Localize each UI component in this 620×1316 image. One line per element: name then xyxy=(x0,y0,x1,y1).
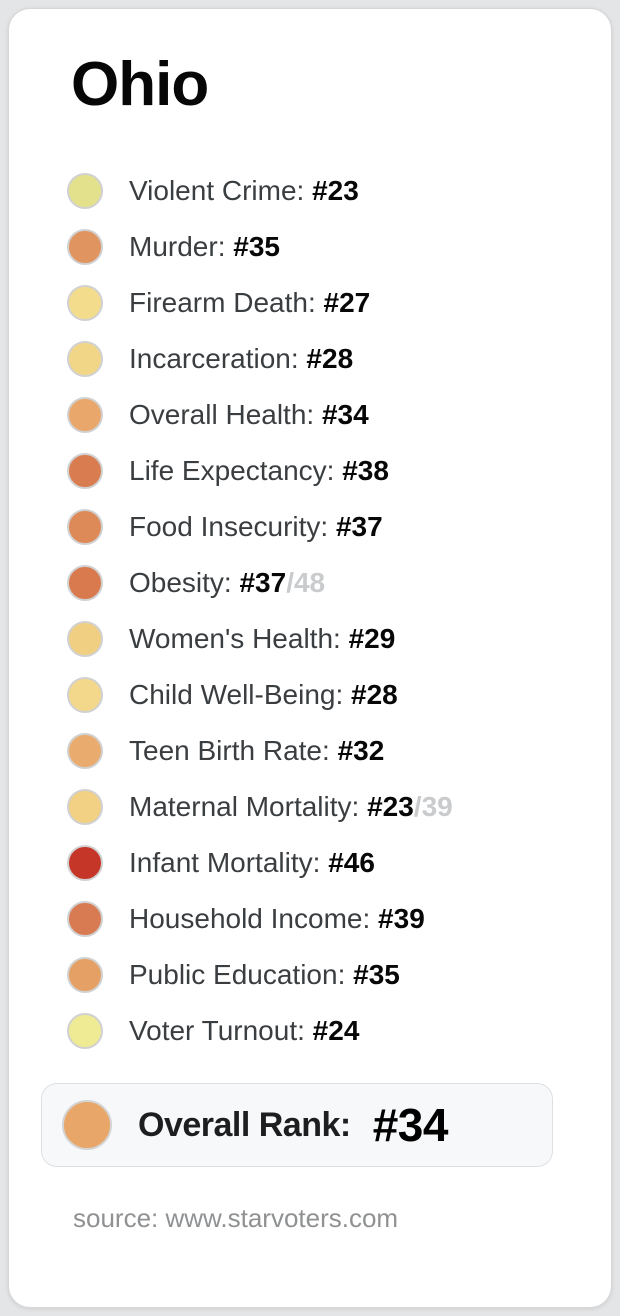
metric-rank: #34 xyxy=(321,399,369,431)
metric-rank: #27 xyxy=(323,287,371,319)
list-item: Household Income: #39 xyxy=(65,891,571,947)
metric-rank: #37 xyxy=(335,511,383,543)
metrics-list: Violent Crime: #23 Murder: #35 Firearm D… xyxy=(65,163,571,1059)
metric-label: Murder: xyxy=(129,231,234,263)
metric-rank-denominator: /48 xyxy=(286,567,326,599)
overall-rank-box: Overall Rank: #34 xyxy=(41,1083,553,1168)
rank-color-dot xyxy=(67,789,103,826)
metric-rank-denominator: /39 xyxy=(413,791,453,823)
rank-color-dot xyxy=(67,901,103,938)
list-item: Incarceration: #28 xyxy=(65,331,571,387)
metric-rank: #23 xyxy=(367,791,414,823)
overall-rank-label: Overall Rank: xyxy=(138,1105,351,1144)
list-item: Teen Birth Rate: #32 xyxy=(65,723,571,779)
metric-label: Women's Health: xyxy=(129,623,349,655)
metric-label: Life Expectancy: xyxy=(129,455,343,487)
metric-rank: #28 xyxy=(306,343,354,375)
source-text: source: www.starvoters.com xyxy=(73,1203,399,1234)
metric-label: Child Well-Being: xyxy=(129,679,352,711)
rank-color-dot xyxy=(67,845,103,882)
metric-rank: #37 xyxy=(239,567,287,599)
metric-rank: #28 xyxy=(351,679,398,711)
list-item: Life Expectancy: #38 xyxy=(65,443,571,499)
metric-rank: #23 xyxy=(312,175,359,207)
metric-label: Overall Health: xyxy=(129,399,322,431)
rank-color-dot xyxy=(67,621,103,658)
metric-label: Maternal Mortality: xyxy=(129,791,368,823)
page-title: Ohio xyxy=(71,50,209,119)
rank-color-dot xyxy=(67,509,103,546)
metric-label: Household Income: xyxy=(129,903,379,935)
list-item: Food Insecurity: #37 xyxy=(65,499,571,555)
list-item: Obesity: #37/48 xyxy=(65,555,571,611)
rank-color-dot xyxy=(67,677,103,714)
metric-label: Voter Turnout: xyxy=(129,1015,313,1047)
overall-rank-dot xyxy=(62,1100,112,1151)
rank-color-dot xyxy=(67,733,103,770)
rank-color-dot xyxy=(67,957,103,994)
metric-rank: #35 xyxy=(233,231,280,263)
list-item: Infant Mortality: #46 xyxy=(65,835,571,891)
metric-label: Incarceration: xyxy=(129,343,307,375)
list-item: Murder: #35 xyxy=(65,219,571,275)
overall-rank-value: #34 xyxy=(372,1099,449,1152)
rank-color-dot xyxy=(67,341,103,378)
metric-rank: #29 xyxy=(348,623,396,655)
metric-label: Violent Crime: xyxy=(129,175,313,207)
metric-label: Food Insecurity: xyxy=(129,511,336,543)
list-item: Maternal Mortality: #23/39 xyxy=(65,779,571,835)
metric-label: Firearm Death: xyxy=(129,287,324,319)
state-rank-card: Ohio Violent Crime: #23 Murder: #35 Fire… xyxy=(8,8,612,1308)
list-item: Child Well-Being: #28 xyxy=(65,667,571,723)
metric-rank: #46 xyxy=(328,847,375,879)
metric-rank: #38 xyxy=(342,455,389,487)
metric-label: Infant Mortality: xyxy=(129,847,329,879)
metric-rank: #32 xyxy=(337,735,385,767)
metric-label: Obesity: xyxy=(129,567,240,599)
list-item: Voter Turnout: #24 xyxy=(65,1003,571,1059)
rank-color-dot xyxy=(67,1013,103,1050)
rank-color-dot xyxy=(67,397,103,434)
metric-rank: #39 xyxy=(378,903,425,935)
metric-rank: #35 xyxy=(353,959,400,991)
list-item: Violent Crime: #23 xyxy=(65,163,571,219)
list-item: Firearm Death: #27 xyxy=(65,275,571,331)
rank-color-dot xyxy=(67,453,103,490)
list-item: Overall Health: #34 xyxy=(65,387,571,443)
metric-label: Teen Birth Rate: xyxy=(129,735,338,767)
metric-rank: #24 xyxy=(312,1015,360,1047)
rank-color-dot xyxy=(67,565,103,602)
rank-color-dot xyxy=(67,285,103,322)
metric-label: Public Education: xyxy=(129,959,354,991)
list-item: Women's Health: #29 xyxy=(65,611,571,667)
rank-color-dot xyxy=(67,229,103,266)
rank-color-dot xyxy=(67,173,103,210)
list-item: Public Education: #35 xyxy=(65,947,571,1003)
